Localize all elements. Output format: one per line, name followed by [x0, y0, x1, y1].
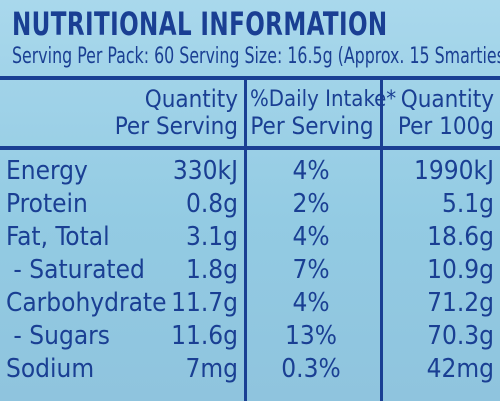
row-daily-intake: 4%: [292, 288, 330, 318]
table-row: - Saturated 1.8g 7% 10.9g: [0, 254, 500, 287]
header-quantity-per-serving: Quantity Per Serving: [115, 86, 238, 140]
row-per-serving: 3.1g: [185, 222, 238, 252]
table-row: Sodium 7mg 0.3% 42mg: [0, 353, 500, 386]
row-daily-intake: 7%: [292, 255, 330, 285]
row-name: - Sugars: [6, 321, 110, 351]
column-divider-1: [244, 80, 247, 401]
row-per-100g: 42mg: [426, 354, 494, 384]
row-name: Protein: [6, 189, 88, 219]
row-per-100g: 10.9g: [427, 255, 494, 285]
row-daily-intake: 0.3%: [281, 354, 341, 384]
panel-title: NUTRITIONAL INFORMATION: [12, 5, 388, 43]
row-per-100g: 18.6g: [427, 222, 494, 252]
row-name: Fat, Total: [6, 222, 110, 252]
header-daily-intake: %Daily Intake* Per Serving: [250, 86, 397, 140]
header-daily-intake-line1: %Daily Intake*: [250, 87, 397, 112]
header-rule-top: [0, 76, 500, 80]
row-name: Sodium: [6, 354, 95, 384]
row-daily-intake: 4%: [292, 222, 330, 252]
row-daily-intake: 2%: [292, 189, 330, 219]
row-daily-intake: 4%: [292, 156, 330, 186]
header-daily-intake-line2: Per Serving: [250, 112, 374, 140]
header-quantity-per-serving-line2: Per Serving: [114, 112, 238, 140]
row-name: Carbohydrate: [6, 288, 167, 318]
row-daily-intake: 13%: [285, 321, 337, 351]
table-row: Energy 330kJ 4% 1990kJ: [0, 155, 500, 188]
row-per-serving: 11.7g: [171, 288, 238, 318]
column-divider-2: [380, 80, 383, 401]
row-per-100g: 5.1g: [441, 189, 494, 219]
table-row: Protein 0.8g 2% 5.1g: [0, 188, 500, 221]
row-per-serving: 11.6g: [171, 321, 238, 351]
row-per-serving: 1.8g: [185, 255, 238, 285]
row-name: - Saturated: [6, 255, 145, 285]
row-per-100g: 1990kJ: [414, 156, 494, 186]
serving-info: Serving Per Pack: 60 Serving Size: 16.5g…: [12, 44, 500, 69]
row-per-100g: 70.3g: [427, 321, 494, 351]
row-per-serving: 0.8g: [185, 189, 238, 219]
table-row: Fat, Total 3.1g 4% 18.6g: [0, 221, 500, 254]
header-quantity-per-serving-line1: Quantity: [144, 85, 238, 113]
header-quantity-per-100g-line1: Quantity: [400, 85, 494, 113]
header-quantity-per-100g: Quantity Per 100g: [398, 86, 494, 140]
row-name: Energy: [6, 156, 88, 186]
row-per-serving: 7mg: [185, 354, 238, 384]
row-per-serving: 330kJ: [172, 156, 238, 186]
table-row: Carbohydrate 11.7g 4% 71.2g: [0, 287, 500, 320]
table-row: - Sugars 11.6g 13% 70.3g: [0, 320, 500, 353]
row-per-100g: 71.2g: [427, 288, 494, 318]
header-rule-bottom: [0, 146, 500, 150]
header-quantity-per-100g-line2: Per 100g: [397, 112, 494, 140]
